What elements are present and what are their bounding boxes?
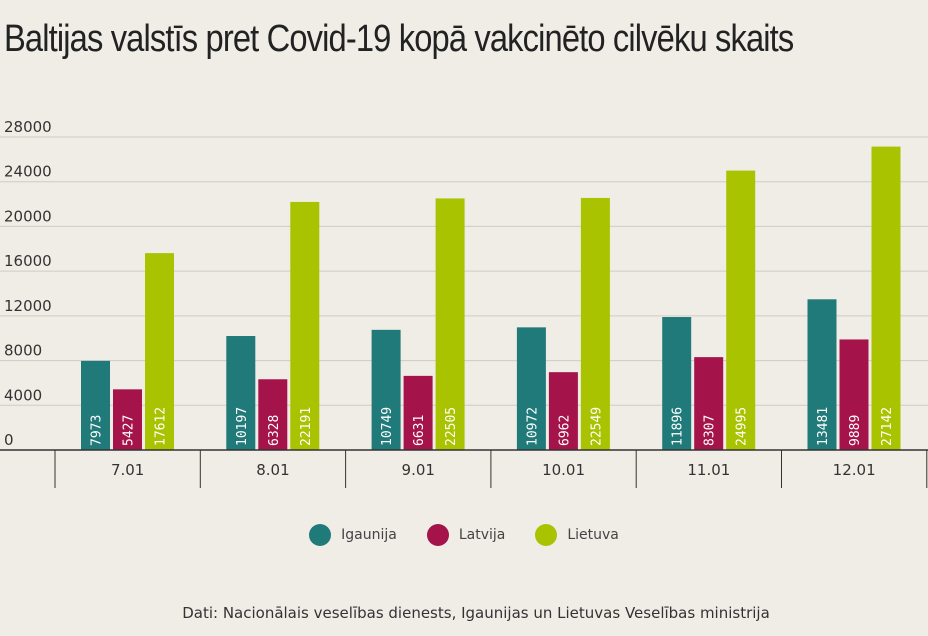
x-tick-label: 8.01 [256, 461, 289, 479]
x-tick-label: 11.01 [687, 461, 730, 479]
legend-item-latvija: Latvija [426, 524, 506, 546]
bar [435, 198, 465, 450]
bar [871, 146, 901, 450]
bar [81, 360, 110, 450]
bar [694, 357, 724, 450]
bar [662, 317, 692, 450]
bar-value-label: 22549 [589, 407, 604, 446]
legend-item-igaunija: Igaunija [309, 524, 397, 546]
y-axis-tick-labels: 0 4000 8000 12000 16000 20000 24000 28000 [4, 118, 52, 449]
bar [258, 379, 288, 450]
bar-value-labels: 7973 5427 17612 10197 6328 22191 10749 6631 2250… [90, 407, 896, 446]
bar-value-label: 10972 [525, 407, 540, 446]
legend-swatch [535, 524, 558, 546]
x-tick-label: 10.01 [542, 461, 585, 479]
bar-value-label: 13481 [816, 407, 831, 446]
bar-value-label: 7973 [90, 415, 105, 446]
source-note: Dati: Nacionālais veselības dienests, Ig… [182, 604, 770, 622]
legend-label: Latvija [458, 527, 506, 543]
bar-value-label: 10197 [235, 407, 250, 446]
chart-title: Baltijas valstīs pret Covid-19 kopā vakc… [4, 18, 794, 60]
legend-swatch [426, 524, 449, 546]
legend-label: Igaunija [341, 527, 397, 543]
bar-value-label: 11896 [671, 407, 686, 446]
y-tick-label: 24000 [4, 163, 52, 181]
x-axis [0, 449, 928, 488]
bar [516, 327, 546, 450]
bar [807, 299, 837, 450]
bar-value-label: 6962 [557, 415, 572, 446]
bar-chart: 0 4000 8000 12000 16000 20000 24000 28000 7973 5… [0, 118, 928, 488]
bar-value-label: 5427 [122, 415, 137, 446]
bar-value-label: 10749 [380, 407, 395, 446]
bar [226, 336, 256, 450]
x-tick-label: 9.01 [402, 461, 435, 479]
bar [580, 197, 610, 450]
x-tick-label: 7.01 [111, 461, 144, 479]
bar [839, 339, 869, 450]
bar-value-label: 17612 [154, 407, 169, 446]
bar [290, 201, 320, 450]
bar [113, 389, 142, 450]
bar-value-label: 6631 [412, 415, 427, 446]
y-tick-label: 8000 [4, 342, 42, 360]
y-tick-label: 0 [4, 431, 14, 449]
bar-value-label: 24995 [735, 407, 750, 446]
y-tick-label: 28000 [4, 118, 52, 136]
y-tick-label: 20000 [4, 207, 52, 225]
x-axis-tick-labels: 7.01 8.01 9.01 10.01 11.01 12.01 [111, 461, 876, 479]
bar-value-label: 27142 [880, 407, 895, 446]
bar-value-label: 22505 [444, 407, 459, 446]
bars [81, 146, 901, 450]
bar [548, 372, 578, 450]
bar-value-label: 8307 [703, 415, 718, 446]
y-tick-label: 16000 [4, 252, 52, 270]
y-tick-label: 4000 [4, 386, 42, 404]
legend-item-lietuva: Lietuva [535, 524, 619, 546]
bar [726, 170, 756, 450]
bar [371, 329, 401, 450]
legend-label: Lietuva [567, 527, 619, 543]
bar [403, 375, 433, 450]
x-tick-label: 12.01 [833, 461, 876, 479]
y-tick-label: 12000 [4, 297, 52, 315]
legend: Igaunija Latvija Lietuva [0, 524, 928, 546]
bar-value-label: 6328 [267, 415, 282, 446]
bar [145, 253, 174, 450]
legend-swatch [309, 524, 332, 546]
bar-value-label: 22191 [299, 407, 314, 446]
bar-value-label: 9889 [848, 415, 863, 446]
